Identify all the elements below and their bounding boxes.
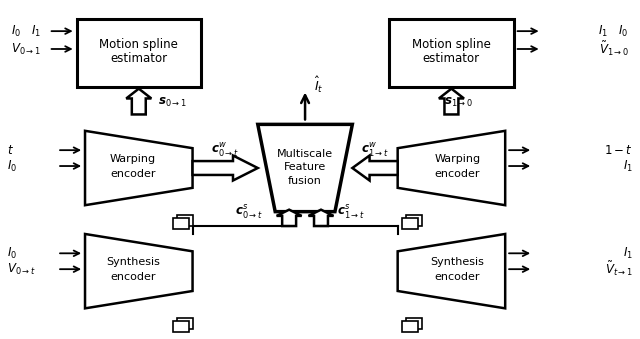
Bar xyxy=(173,321,189,332)
Text: Synthesis: Synthesis xyxy=(106,257,160,267)
Text: estimator: estimator xyxy=(423,53,480,65)
Text: $I_0$: $I_0$ xyxy=(8,246,17,261)
Text: $I_1$: $I_1$ xyxy=(623,246,632,261)
Text: Warping: Warping xyxy=(109,154,156,164)
Bar xyxy=(402,218,417,228)
Polygon shape xyxy=(397,234,505,308)
Text: Warping: Warping xyxy=(435,154,481,164)
Text: fusion: fusion xyxy=(288,176,322,186)
Text: $\boldsymbol{c}^s_{0\rightarrow t}$: $\boldsymbol{c}^s_{0\rightarrow t}$ xyxy=(235,203,263,221)
Text: $\tilde{V}_{t\rightarrow1}$: $\tilde{V}_{t\rightarrow1}$ xyxy=(605,260,632,278)
Polygon shape xyxy=(258,124,353,212)
Text: Motion spline: Motion spline xyxy=(99,38,178,51)
Text: Synthesis: Synthesis xyxy=(431,257,484,267)
Text: estimator: estimator xyxy=(110,53,167,65)
Bar xyxy=(406,318,422,329)
FancyBboxPatch shape xyxy=(389,19,514,87)
Text: encoder: encoder xyxy=(435,272,480,282)
Text: $\boldsymbol{s}_{1\rightarrow0}$: $\boldsymbol{s}_{1\rightarrow0}$ xyxy=(444,96,474,109)
Text: $\boldsymbol{c}^w_{1\rightarrow t}$: $\boldsymbol{c}^w_{1\rightarrow t}$ xyxy=(361,141,389,159)
Text: $t$: $t$ xyxy=(8,144,14,157)
Bar xyxy=(177,318,193,329)
Text: Multiscale: Multiscale xyxy=(277,149,333,159)
Text: $\boldsymbol{c}^s_{1\rightarrow t}$: $\boldsymbol{c}^s_{1\rightarrow t}$ xyxy=(337,203,365,221)
Text: $I_0$: $I_0$ xyxy=(8,158,17,174)
FancyArrow shape xyxy=(276,210,301,226)
FancyArrow shape xyxy=(126,89,151,115)
FancyArrow shape xyxy=(193,156,258,180)
Bar xyxy=(177,215,193,225)
Text: $V_{0\rightarrow t}$: $V_{0\rightarrow t}$ xyxy=(8,262,36,277)
Bar xyxy=(173,218,189,228)
Text: encoder: encoder xyxy=(435,169,480,179)
Polygon shape xyxy=(397,131,505,205)
FancyBboxPatch shape xyxy=(77,19,201,87)
Bar xyxy=(402,321,417,332)
Polygon shape xyxy=(85,234,193,308)
Text: Motion spline: Motion spline xyxy=(412,38,491,51)
Polygon shape xyxy=(85,131,193,205)
Text: encoder: encoder xyxy=(110,272,156,282)
Text: $\tilde{V}_{1\rightarrow0}$: $\tilde{V}_{1\rightarrow0}$ xyxy=(598,40,628,58)
Text: encoder: encoder xyxy=(110,169,156,179)
Text: $I_1$   $I_0$: $I_1$ $I_0$ xyxy=(598,24,628,39)
Text: Feature: Feature xyxy=(284,162,326,172)
Text: $I_0$   $I_1$: $I_0$ $I_1$ xyxy=(12,24,42,39)
FancyArrow shape xyxy=(439,89,464,115)
Text: $V_{0\rightarrow1}$: $V_{0\rightarrow1}$ xyxy=(12,41,41,57)
FancyArrow shape xyxy=(353,156,397,180)
Text: $1-t$: $1-t$ xyxy=(604,144,632,157)
FancyArrow shape xyxy=(308,210,333,226)
Text: $\hat{I}_t$: $\hat{I}_t$ xyxy=(314,75,324,95)
Text: $\boldsymbol{c}^w_{0\rightarrow t}$: $\boldsymbol{c}^w_{0\rightarrow t}$ xyxy=(211,141,239,159)
Bar xyxy=(406,215,422,225)
Text: $\boldsymbol{s}_{0\rightarrow1}$: $\boldsymbol{s}_{0\rightarrow1}$ xyxy=(158,96,188,109)
Text: $I_1$: $I_1$ xyxy=(623,158,632,174)
